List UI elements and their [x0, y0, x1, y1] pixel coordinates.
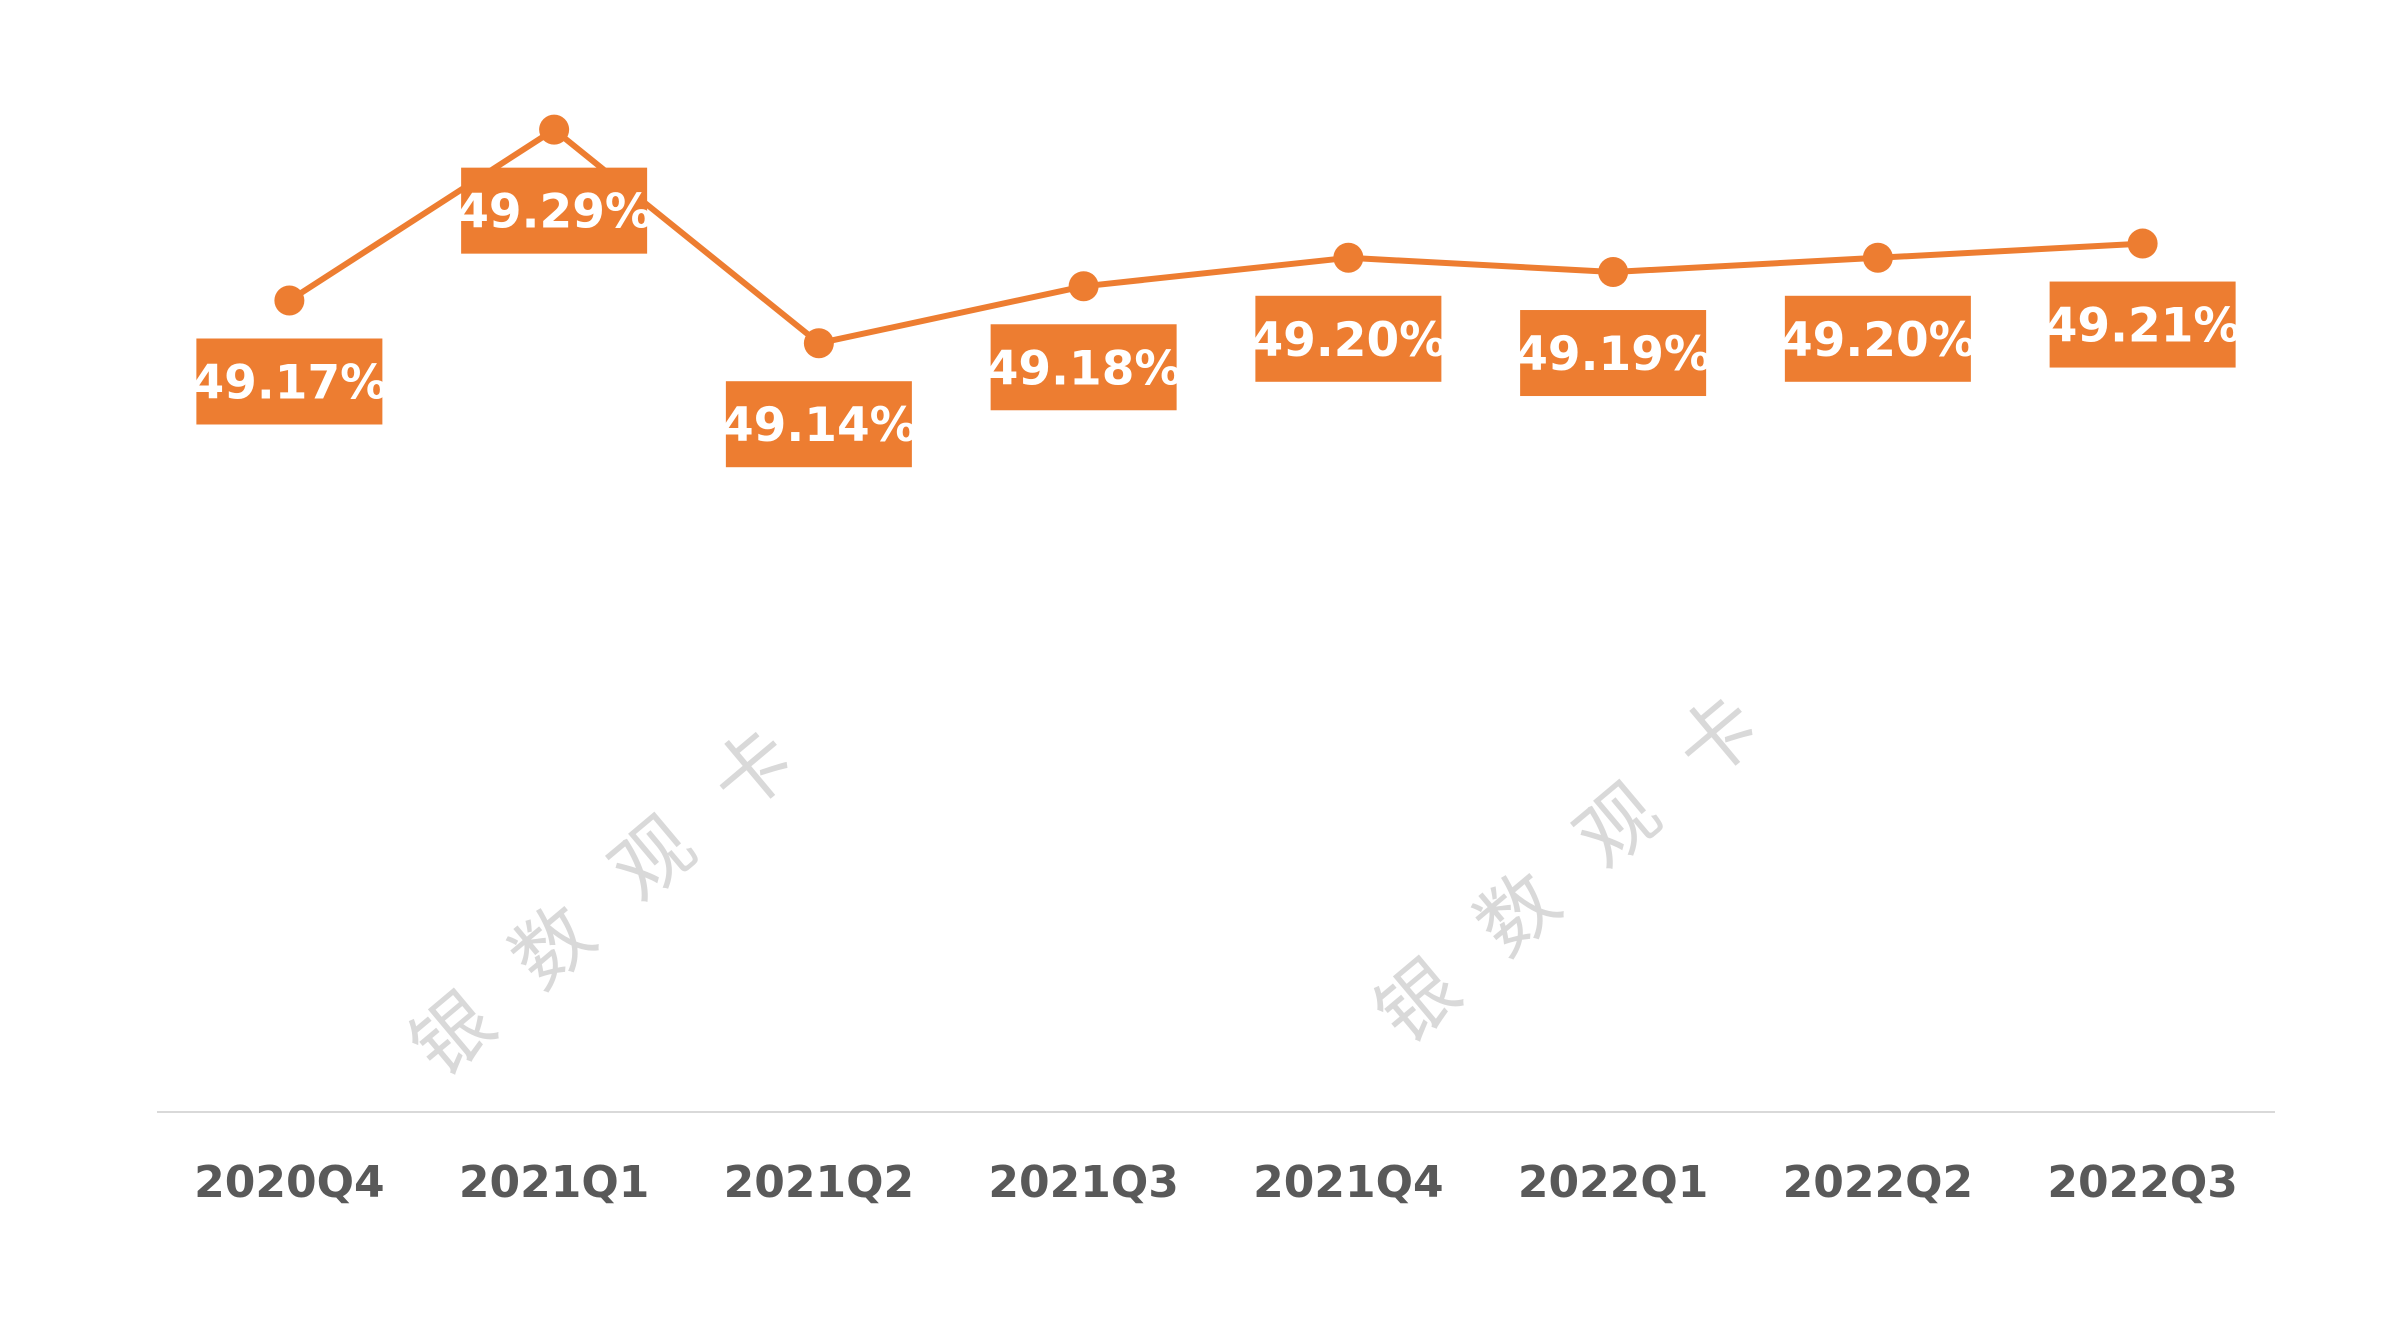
data-label-text: 49.18%: [986, 341, 1182, 396]
data-label-2021Q4: 49.20%: [1250, 295, 1446, 382]
data-point-2021Q2: [803, 328, 834, 359]
category-label: 2022Q1: [1518, 1157, 1708, 1208]
category-label: 2021Q4: [1253, 1157, 1443, 1208]
data-label-2022Q1: 49.19%: [1515, 310, 1711, 397]
watermark-char: 数: [1459, 855, 1577, 974]
data-label-2020Q4: 49.17%: [191, 338, 387, 425]
category-label: 2020Q4: [194, 1157, 384, 1208]
data-labels: 49.17% 49.29% 49.14% 49.18% 49.20% 49.19% 49.2…: [191, 167, 2241, 468]
category-label: 2022Q3: [2047, 1157, 2237, 1208]
data-label-box: [2049, 281, 2236, 368]
data-label-text: 49.21%: [2045, 299, 2241, 354]
data-label-box: [725, 381, 912, 468]
data-label-box: [461, 167, 648, 254]
data-label-box: [1255, 295, 1442, 382]
data-point-2021Q1: [539, 114, 570, 145]
category-label: 2021Q2: [724, 1157, 914, 1208]
data-label-text: 49.17%: [191, 356, 387, 411]
data-label-box: [990, 324, 1177, 411]
watermark-char: 卡: [1659, 679, 1777, 798]
category-label: 2021Q3: [988, 1157, 1178, 1208]
data-point-2022Q3: [2127, 228, 2158, 259]
data-point-2021Q3: [1068, 271, 1099, 302]
data-point-2022Q2: [1862, 242, 1893, 273]
data-point-2022Q1: [1598, 257, 1629, 288]
data-point-2021Q4: [1333, 242, 1364, 273]
watermark-char: 观: [594, 800, 712, 919]
watermark-char: 银: [1359, 943, 1477, 1062]
category-labels: 2020Q4 2021Q1 2021Q2 2021Q3 2021Q4 2022Q1 2022…: [194, 1157, 2238, 1208]
data-label-2021Q3: 49.18%: [986, 324, 1182, 411]
data-label-text: 49.20%: [1250, 313, 1446, 368]
watermark-char: 银: [394, 976, 512, 1095]
category-label: 2022Q2: [1783, 1157, 1973, 1208]
data-label-text: 49.19%: [1515, 327, 1711, 382]
watermark-char: 数: [494, 888, 612, 1007]
data-label-text: 49.14%: [721, 398, 917, 453]
data-label-text: 49.20%: [1780, 313, 1976, 368]
data-point-2020Q4: [274, 285, 305, 316]
category-label: 2021Q1: [459, 1157, 649, 1208]
data-label-2021Q1: 49.29%: [456, 167, 652, 254]
data-label-2022Q3: 49.21%: [2045, 281, 2241, 368]
data-label-box: [1784, 295, 1971, 382]
watermark-char: 卡: [694, 712, 812, 831]
data-markers: [274, 114, 2158, 359]
data-label-2021Q2: 49.14%: [721, 381, 917, 468]
data-label-text: 49.29%: [456, 185, 652, 240]
series-line: [287, 126, 2143, 347]
data-label-box: [1520, 310, 1707, 397]
data-label-box: [196, 338, 383, 425]
data-label-2022Q2: 49.20%: [1780, 295, 1976, 382]
watermark-char: 观: [1559, 767, 1677, 886]
